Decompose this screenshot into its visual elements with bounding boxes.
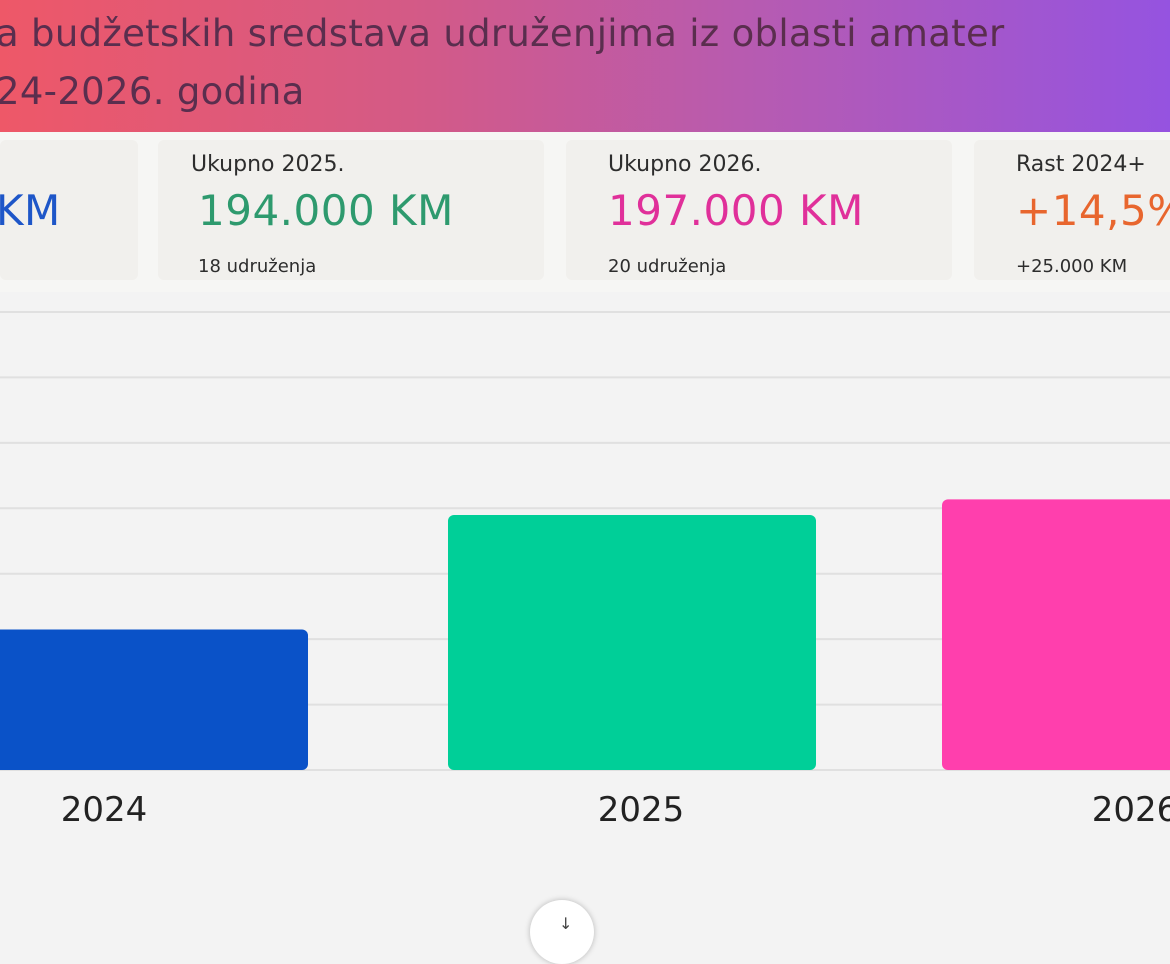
card-sub: 18 udruženja — [198, 256, 317, 277]
x-tick-label: 2024 — [60, 790, 148, 830]
bar-chart — [0, 311, 1170, 771]
card-value: 194.000 KM — [198, 186, 454, 235]
scroll-down-button[interactable]: ↓ — [530, 900, 594, 964]
card-sub: 20 udruženja — [608, 256, 727, 277]
x-tick-label: 2025 — [597, 790, 685, 830]
card-value: KM — [0, 186, 61, 235]
card-label: Rast 2024+ — [1016, 152, 1146, 177]
card-growth: Rast 2024+ +14,5% +25.000 KM — [974, 140, 1170, 280]
card-total-2026: Ukupno 2026. 197.000 KM 20 udruženja — [566, 140, 952, 280]
card-label: Ukupno 2025. — [191, 152, 345, 177]
page-subtitle: 24-2026. godina — [0, 70, 305, 113]
arrow-down-icon: ↓ — [559, 914, 573, 933]
bar-2024 — [0, 629, 308, 770]
card-value: 197.000 KM — [608, 186, 864, 235]
card-total-2025: Ukupno 2025. 194.000 KM 18 udruženja — [158, 140, 544, 280]
card-sub: +25.000 KM — [1016, 256, 1128, 277]
bar-2025 — [448, 514, 816, 770]
card-total-2024: KM — [0, 140, 138, 280]
card-label: Ukupno 2026. — [608, 152, 762, 177]
x-tick-label: 2026 — [1091, 790, 1170, 830]
bar-2026 — [942, 499, 1170, 770]
card-value: +14,5% — [1016, 186, 1170, 235]
page-title: a budžetskih sredstava udruženjima iz ob… — [0, 12, 1005, 55]
header-banner: a budžetskih sredstava udruženjima iz ob… — [0, 0, 1170, 132]
